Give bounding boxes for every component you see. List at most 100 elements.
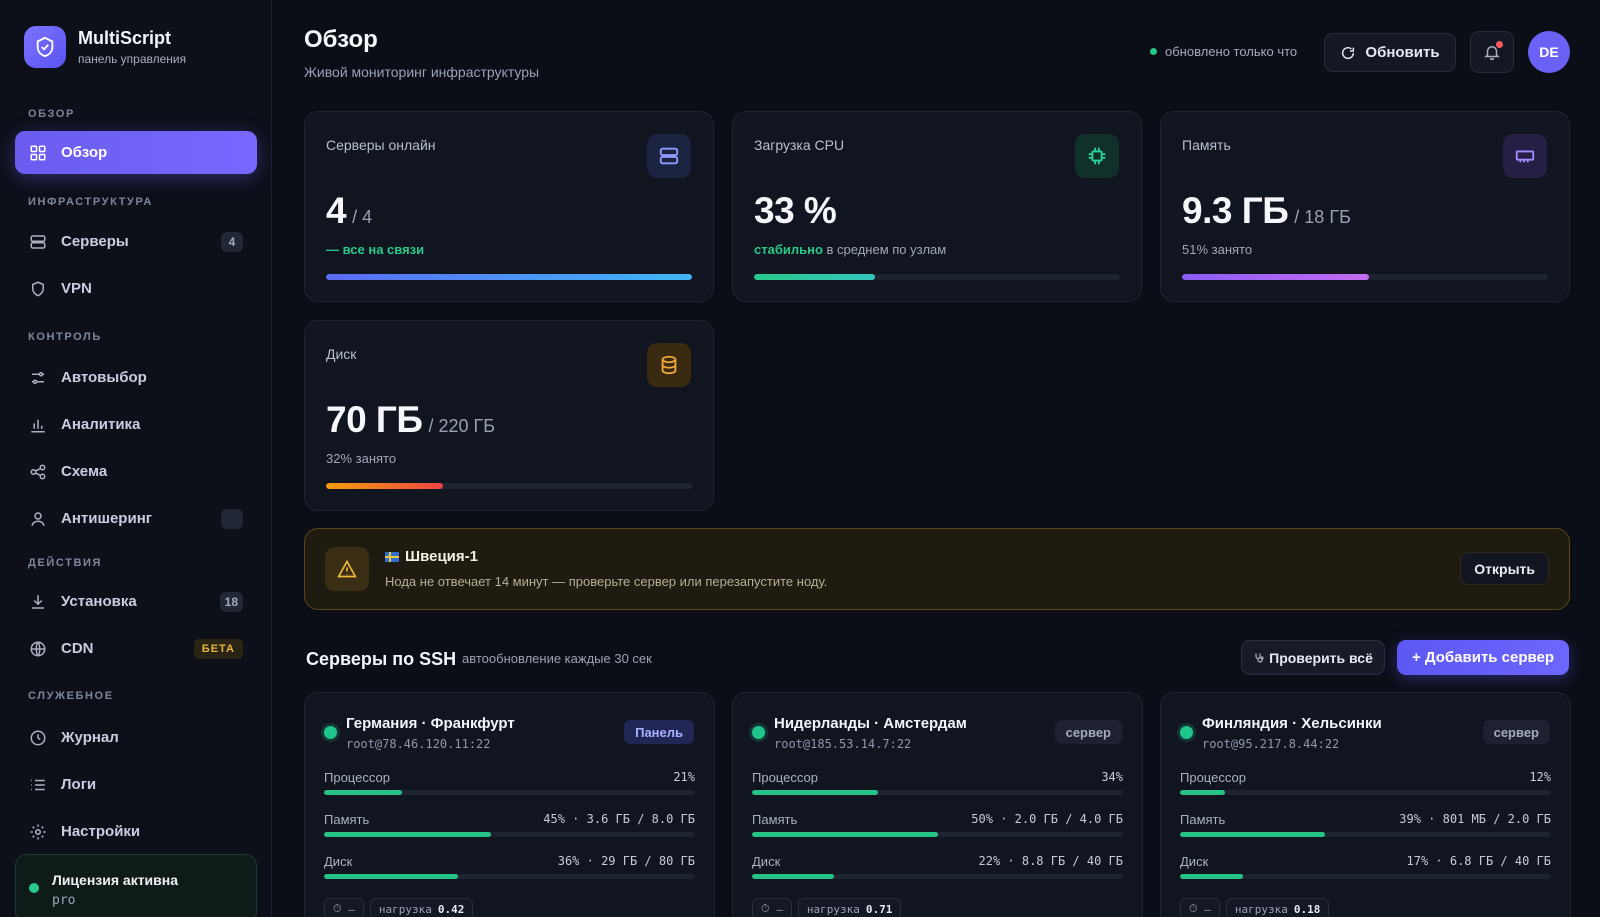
cpu-icon: [1075, 134, 1119, 178]
metric-label: Диск: [752, 854, 781, 869]
sidebar-item-vpn[interactable]: VPN: [15, 267, 257, 310]
open-alert-button[interactable]: Открыть: [1460, 552, 1549, 585]
page-title: Обзор: [304, 26, 378, 53]
metric-label: Процессор: [752, 770, 818, 785]
metric-cpu: Процессор 34%: [752, 770, 1123, 796]
bell-icon: [1484, 46, 1500, 61]
metric-label: Память: [752, 812, 798, 827]
brand[interactable]: MultiScript панель управления: [24, 26, 186, 68]
brand-name: MultiScript: [78, 28, 171, 48]
stat-note: в среднем по узлам: [826, 242, 947, 257]
server-status-dot: [324, 726, 337, 739]
metric-disk: Диск 17% · 6.8 ГБ / 40 ГБ: [1180, 854, 1551, 880]
stethoscope-icon: [1253, 652, 1265, 664]
check-all-label: Проверить всё: [1269, 649, 1373, 666]
server-status-dot: [752, 726, 765, 739]
server-address: root@78.46.120.11:22: [346, 737, 491, 751]
server-tag[interactable]: сервер: [1482, 720, 1550, 744]
stat-card-servers: Серверы онлайн 4/ 4 — все на связи: [304, 111, 714, 302]
sidebar-item-schema[interactable]: Схема: [15, 450, 257, 493]
server-chips: ⏱ – нагрузка 0.71: [752, 898, 907, 917]
sidebar-item-overview[interactable]: Обзор: [15, 131, 257, 174]
server-name: Финляндия · Хельсинки: [1202, 715, 1382, 732]
alert-banner: Швеция-1 Нода не отвечает 14 минут — про…: [304, 528, 1570, 610]
avatar[interactable]: DE: [1528, 31, 1570, 73]
stat-progress: [326, 483, 692, 489]
server-icon: [28, 232, 48, 252]
sidebar-item-label: Схема: [61, 463, 108, 480]
sidebar-item-logs[interactable]: Логи: [15, 763, 257, 806]
install-count-badge: 18: [219, 591, 243, 612]
stat-value: 33 %: [754, 190, 837, 231]
license-title: Лицензия активна: [52, 872, 179, 888]
sidebar-item-cdn[interactable]: CDN БЕТА: [15, 627, 257, 670]
stat-total: / 4: [352, 207, 373, 227]
sliders-icon: [28, 368, 48, 388]
list-icon: [28, 775, 48, 795]
license-card[interactable]: Лицензия активна pro: [15, 854, 257, 917]
metric-cpu: Процессор 21%: [324, 770, 695, 796]
sidebar-item-servers[interactable]: Серверы 4: [15, 220, 257, 263]
server-tag[interactable]: сервер: [1054, 720, 1122, 744]
license-status-dot: [29, 883, 39, 893]
brand-subtitle: панель управления: [78, 52, 187, 66]
sidebar-item-label: Аналитика: [61, 416, 141, 433]
server-card[interactable]: Финляндия · Хельсинки root@95.217.8.44:2…: [1160, 692, 1571, 917]
check-all-button[interactable]: Проверить всё: [1241, 640, 1385, 675]
metric-cpu: Процессор 12%: [1180, 770, 1551, 796]
download-icon: [28, 592, 48, 612]
clock-icon: [28, 728, 48, 748]
metric-value: 12%: [1529, 770, 1551, 784]
share-icon: [28, 462, 48, 482]
server-address: root@185.53.14.7:22: [774, 737, 912, 751]
memory-icon: [1503, 134, 1547, 178]
section-actions: ДЕЙСТВИЯ: [28, 557, 103, 569]
server-tag[interactable]: Панель: [624, 720, 694, 744]
sidebar-item-label: Установка: [61, 593, 137, 610]
stat-note: 51% занято: [1182, 242, 1253, 257]
ping-value: –: [1204, 902, 1211, 916]
sidebar: MultiScript панель управления ОБЗОР Обзо…: [0, 0, 272, 917]
metric-value: 45% · 3.6 ГБ / 8.0 ГБ: [543, 812, 695, 826]
refresh-label: Обновить: [1365, 44, 1440, 61]
stat-value: 9.3 ГБ: [1182, 190, 1289, 231]
metric-value: 50% · 2.0 ГБ / 4.0 ГБ: [971, 812, 1123, 826]
page-subtitle: Живой мониторинг инфраструктуры: [304, 64, 540, 80]
notification-dot: [1496, 41, 1503, 48]
server-card[interactable]: Германия · Франкфурт root@78.46.120.11:2…: [304, 692, 715, 917]
refresh-button[interactable]: Обновить: [1324, 33, 1456, 72]
status-text: обновлено только что: [1165, 44, 1298, 59]
load-label: нагрузка: [378, 902, 432, 916]
sidebar-item-label: Антишеринг: [61, 510, 152, 527]
ping-chip: ⏱ –: [1180, 898, 1220, 917]
stat-label: Серверы онлайн: [326, 137, 436, 153]
load-chip: нагрузка 0.18: [1225, 898, 1330, 917]
sidebar-item-label: VPN: [61, 280, 92, 297]
ping-value: –: [348, 902, 355, 916]
license-plan: pro: [52, 893, 76, 908]
sidebar-item-label: Настройки: [61, 823, 141, 840]
sidebar-item-settings[interactable]: Настройки: [15, 810, 257, 853]
sidebar-item-analytics[interactable]: Аналитика: [15, 403, 257, 446]
globe-icon: [28, 639, 48, 659]
load-value: 0.18: [1293, 902, 1321, 916]
sidebar-item-journal[interactable]: Журнал: [15, 716, 257, 759]
timer-icon: ⏱: [761, 902, 770, 915]
add-server-button[interactable]: + Добавить сервер: [1397, 640, 1569, 675]
stat-card-memory: Память 9.3 ГБ/ 18 ГБ 51% занято: [1160, 111, 1570, 302]
load-chip: нагрузка 0.71: [797, 898, 902, 917]
stat-card-cpu: Загрузка CPU 33 % стабильно в среднем по…: [732, 111, 1142, 302]
notifications-button[interactable]: [1470, 31, 1514, 73]
database-icon: [647, 343, 691, 387]
server-chips: ⏱ – нагрузка 0.42: [324, 898, 479, 917]
server-card[interactable]: Нидерланды · Амстердам root@185.53.14.7:…: [732, 692, 1143, 917]
status-dot: [1150, 48, 1157, 55]
bar-chart-icon: [28, 415, 48, 435]
stat-value: 4: [326, 190, 347, 231]
sidebar-item-autoselect[interactable]: Автовыбор: [15, 356, 257, 399]
alert-text: Нода не отвечает 14 минут — проверьте се…: [385, 574, 828, 589]
sidebar-item-install[interactable]: Установка 18: [15, 580, 257, 623]
sidebar-item-antisharing[interactable]: Антишеринг: [15, 497, 257, 540]
servers-count-badge: 4: [221, 231, 243, 252]
load-label: нагрузка: [1234, 902, 1288, 916]
